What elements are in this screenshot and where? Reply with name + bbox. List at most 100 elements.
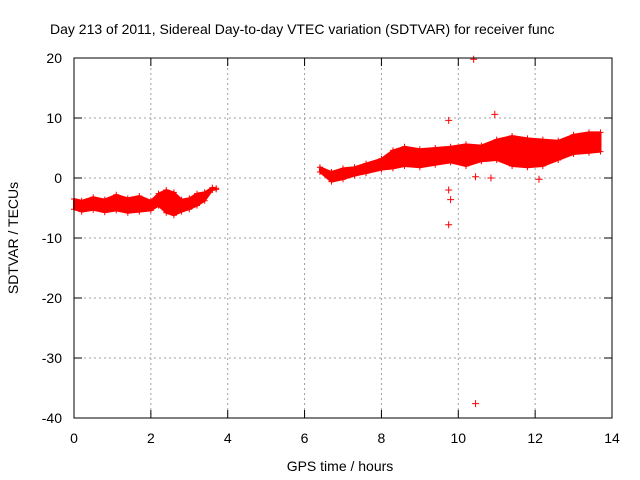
data-point bbox=[163, 187, 170, 193]
data-point bbox=[416, 164, 423, 171]
outlier-point bbox=[491, 110, 499, 118]
outlier-point bbox=[447, 196, 455, 204]
data-point bbox=[351, 172, 358, 179]
x-tick-label: 6 bbox=[301, 430, 309, 446]
outlier-point bbox=[472, 173, 480, 181]
data-point bbox=[462, 141, 469, 148]
data-point bbox=[570, 151, 577, 157]
data-point bbox=[209, 187, 216, 193]
data-point bbox=[316, 169, 323, 175]
data-point bbox=[509, 163, 516, 169]
data-point bbox=[328, 178, 335, 185]
data-point bbox=[90, 194, 97, 201]
data-point bbox=[478, 142, 485, 149]
x-tick-label: 2 bbox=[147, 430, 155, 446]
chart-title: Day 213 of 2011, Sidereal Day-to-day VTE… bbox=[50, 21, 554, 37]
data-point bbox=[524, 164, 531, 171]
data-point bbox=[78, 197, 85, 204]
data-point bbox=[378, 166, 385, 173]
y-axis-label: SDTVAR / TECUs bbox=[5, 182, 21, 294]
data-point bbox=[363, 170, 370, 177]
x-tick-label: 12 bbox=[527, 430, 543, 446]
data-point bbox=[101, 209, 108, 216]
data-point bbox=[124, 195, 131, 202]
data-point bbox=[186, 206, 193, 213]
data-point bbox=[193, 202, 200, 209]
outlier-point bbox=[472, 400, 480, 408]
data-point bbox=[389, 147, 396, 154]
data-point bbox=[170, 212, 177, 219]
data-point bbox=[493, 157, 500, 163]
y-tick-label: -10 bbox=[42, 230, 62, 246]
data-point bbox=[363, 160, 370, 167]
outlier-point bbox=[535, 175, 543, 183]
data-point bbox=[462, 163, 469, 169]
data-point bbox=[539, 136, 546, 143]
data-point bbox=[539, 163, 546, 169]
data-point bbox=[101, 196, 108, 203]
data-point bbox=[401, 143, 408, 150]
y-tick-label: -40 bbox=[42, 410, 62, 426]
x-tick-label: 0 bbox=[70, 430, 78, 446]
data-point bbox=[416, 146, 423, 153]
data-point bbox=[155, 190, 162, 197]
x-tick-label: 4 bbox=[224, 430, 232, 446]
x-tick-label: 10 bbox=[450, 430, 466, 446]
data-point bbox=[136, 193, 143, 199]
data-point bbox=[570, 131, 577, 138]
data-point bbox=[401, 163, 408, 169]
data-point bbox=[113, 191, 120, 198]
data-point bbox=[432, 161, 439, 168]
y-tick-label: 0 bbox=[54, 170, 62, 186]
data-point bbox=[597, 148, 604, 155]
y-tick-label: -20 bbox=[42, 290, 62, 306]
data-point bbox=[340, 176, 346, 183]
data-point bbox=[193, 190, 200, 197]
x-axis-label: GPS time / hours bbox=[287, 458, 394, 474]
ticks: 0 2 4 6 8 10 12 14 -40 -30 -20 -10 0 10 20 bbox=[42, 50, 620, 446]
data-point bbox=[78, 208, 85, 215]
data-point bbox=[163, 209, 170, 216]
y-tick-label: 20 bbox=[46, 50, 62, 66]
data-point bbox=[555, 157, 562, 163]
data-point bbox=[147, 197, 154, 204]
data-point bbox=[147, 207, 154, 214]
data-point bbox=[555, 137, 562, 144]
data-point bbox=[585, 149, 592, 156]
data-point bbox=[389, 165, 396, 172]
x-tick-label: 8 bbox=[378, 430, 386, 446]
outlier-point bbox=[487, 174, 495, 182]
data-point bbox=[201, 189, 208, 196]
data-point bbox=[328, 169, 335, 175]
data-point bbox=[597, 129, 604, 136]
data-point bbox=[493, 136, 500, 143]
y-tick-label: -30 bbox=[42, 350, 62, 366]
data-point bbox=[178, 196, 185, 203]
data-point bbox=[447, 159, 454, 166]
data-point bbox=[90, 206, 97, 213]
data-point bbox=[585, 129, 592, 136]
outlier-point bbox=[445, 116, 453, 124]
data-point bbox=[170, 189, 177, 196]
data-point bbox=[524, 135, 531, 142]
data-point bbox=[478, 158, 485, 165]
y-tick-label: 10 bbox=[46, 110, 62, 126]
data-point bbox=[113, 207, 120, 214]
data-layer bbox=[71, 55, 604, 408]
data-point bbox=[340, 165, 346, 172]
data-point bbox=[201, 197, 208, 204]
data-point bbox=[136, 208, 143, 215]
data-point bbox=[186, 195, 193, 202]
data-point bbox=[178, 208, 185, 215]
data-point bbox=[378, 155, 385, 162]
outlier-point bbox=[445, 186, 453, 194]
outlier-point bbox=[445, 221, 453, 229]
data-point bbox=[213, 186, 220, 193]
data-point bbox=[447, 143, 454, 150]
data-point bbox=[351, 164, 358, 171]
outlier-point bbox=[470, 55, 478, 63]
data-point bbox=[155, 202, 162, 209]
grid bbox=[74, 58, 612, 418]
x-tick-label: 14 bbox=[604, 430, 620, 446]
